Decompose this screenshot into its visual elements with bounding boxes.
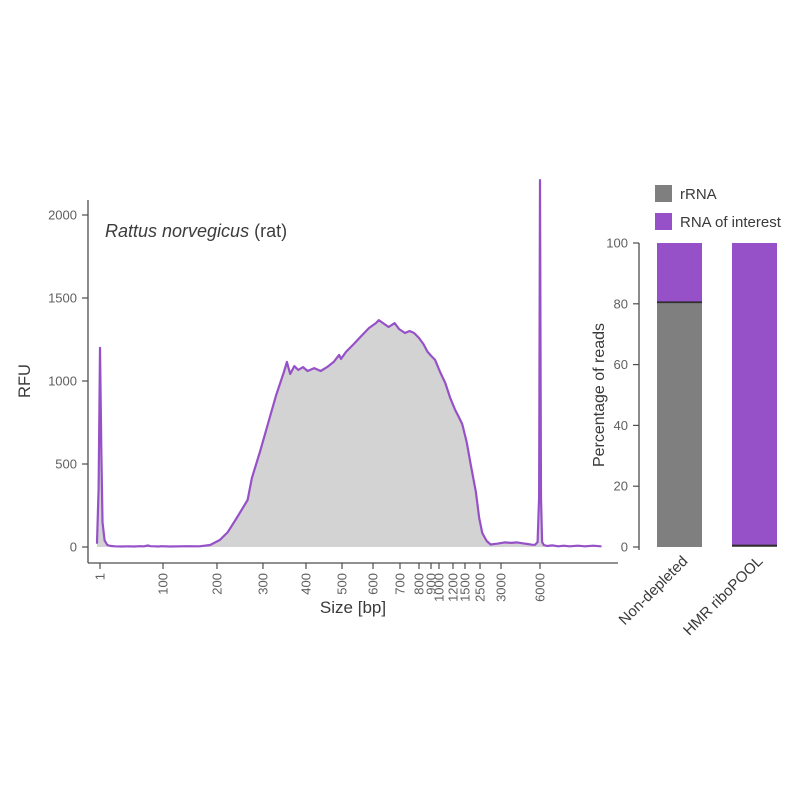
y-tick-label: 500 — [55, 457, 77, 472]
x-tick-label: 600 — [366, 573, 381, 595]
x-tick-label: 200 — [209, 573, 224, 595]
bar-category-label: Non-depleted — [616, 553, 692, 629]
x-tick-label: 3000 — [494, 573, 509, 602]
common-name: (rat) — [249, 221, 287, 241]
x-tick-label: 2500 — [473, 573, 488, 602]
bar-segment-rrna — [657, 302, 702, 547]
y-axis-title: RFU — [16, 364, 34, 398]
bar-y-tick-label: 40 — [614, 418, 628, 433]
x-tick-label: 1 — [93, 573, 108, 580]
stacked-bars — [657, 243, 777, 547]
x-tick-label: 900 — [424, 573, 439, 595]
x-tick-label: 6000 — [532, 573, 547, 602]
y-axis-ticks: 0 500 1000 1500 2000 — [48, 208, 88, 555]
y-tick-label: 2000 — [48, 208, 77, 223]
x-axis-title: Size [bp] — [320, 598, 386, 617]
bar-y-tick-label: 100 — [606, 236, 628, 251]
legend: rRNA RNA of interest — [655, 185, 782, 231]
x-tick-label: 700 — [392, 573, 407, 595]
bar-y-tick-label: 60 — [614, 357, 628, 372]
y-tick-label: 0 — [70, 540, 77, 555]
bar-y-axis-title: Percentage of reads — [591, 323, 608, 467]
bar-chart: rRNA RNA of interest 0 20 40 60 80 100 Non-de… — [591, 185, 782, 639]
legend-label-rna-of-interest: RNA of interest — [680, 214, 782, 231]
x-axis-ticks: 1 100 200 300 400 500 600 700 800900100012001500… — [93, 563, 547, 602]
bar-y-axis-ticks: 0 20 40 60 80 100 — [606, 236, 639, 555]
legend-swatch-rna-of-interest — [655, 213, 672, 230]
bar-segment-rna-of-interest — [732, 243, 777, 546]
bar-segment-rna-of-interest — [657, 243, 702, 303]
x-tick-label: 100 — [156, 573, 171, 595]
y-tick-label: 1000 — [48, 374, 77, 389]
x-tick-label: 400 — [298, 573, 313, 595]
bar-y-tick-label: 80 — [614, 296, 628, 311]
x-tick-label: 1000 — [431, 573, 446, 602]
species-name: Rattus norvegicus — [105, 221, 249, 241]
y-tick-label: 1500 — [48, 291, 77, 306]
x-tick-label: 1500 — [457, 573, 472, 602]
trace-fill-area — [97, 180, 601, 547]
bar-y-tick-label: 0 — [621, 540, 628, 555]
chart-title: Rattus norvegicus (rat) — [105, 221, 287, 241]
legend-swatch-rrna — [655, 185, 672, 202]
bar-y-tick-label: 20 — [614, 479, 628, 494]
x-tick-label: 800 — [412, 573, 427, 595]
bar-category-label: HMR riboPOOL — [680, 553, 766, 639]
legend-label-rrna: rRNA — [680, 186, 717, 203]
x-tick-label: 300 — [255, 573, 270, 595]
x-tick-label: 500 — [335, 573, 350, 595]
x-tick-label: 1200 — [445, 573, 460, 602]
trace-line — [95, 179, 602, 548]
